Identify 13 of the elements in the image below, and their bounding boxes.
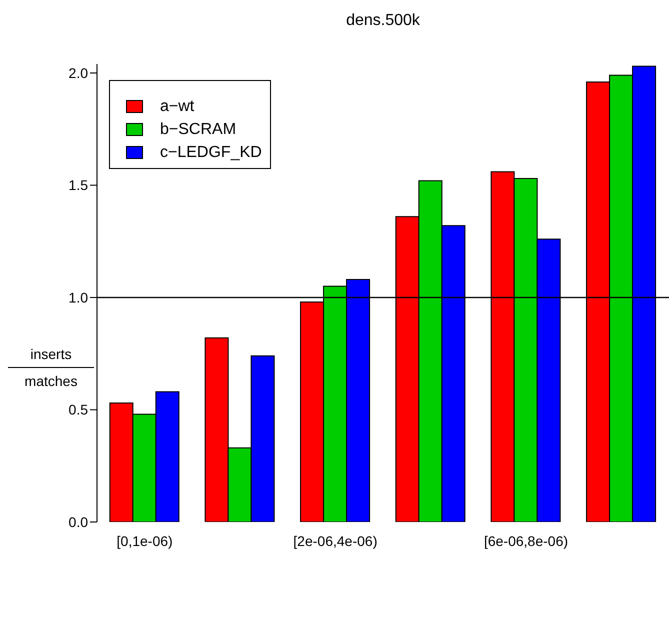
legend-label: a−wt [160, 98, 194, 116]
y-tick-label: 0.5 [68, 402, 88, 418]
y-tick-label: 1.5 [68, 177, 88, 194]
y-tick-label: 2.0 [68, 64, 88, 81]
x-tick-label: [0,1e-06) [116, 532, 173, 549]
y-tick-label: 0.0 [68, 514, 88, 530]
chart-title: dens.500k [345, 12, 421, 30]
legend-label: b−SCRAM [160, 120, 236, 138]
legend-label: c−LEDGF_KD [160, 144, 262, 162]
x-tick-label: [2e-06,4e-06) [293, 532, 378, 549]
x-tick-label: [6e-06,8e-06) [484, 532, 568, 549]
y-axis-title: inserts matches [24, 345, 78, 391]
y-tick-label: 1.0 [68, 289, 88, 306]
